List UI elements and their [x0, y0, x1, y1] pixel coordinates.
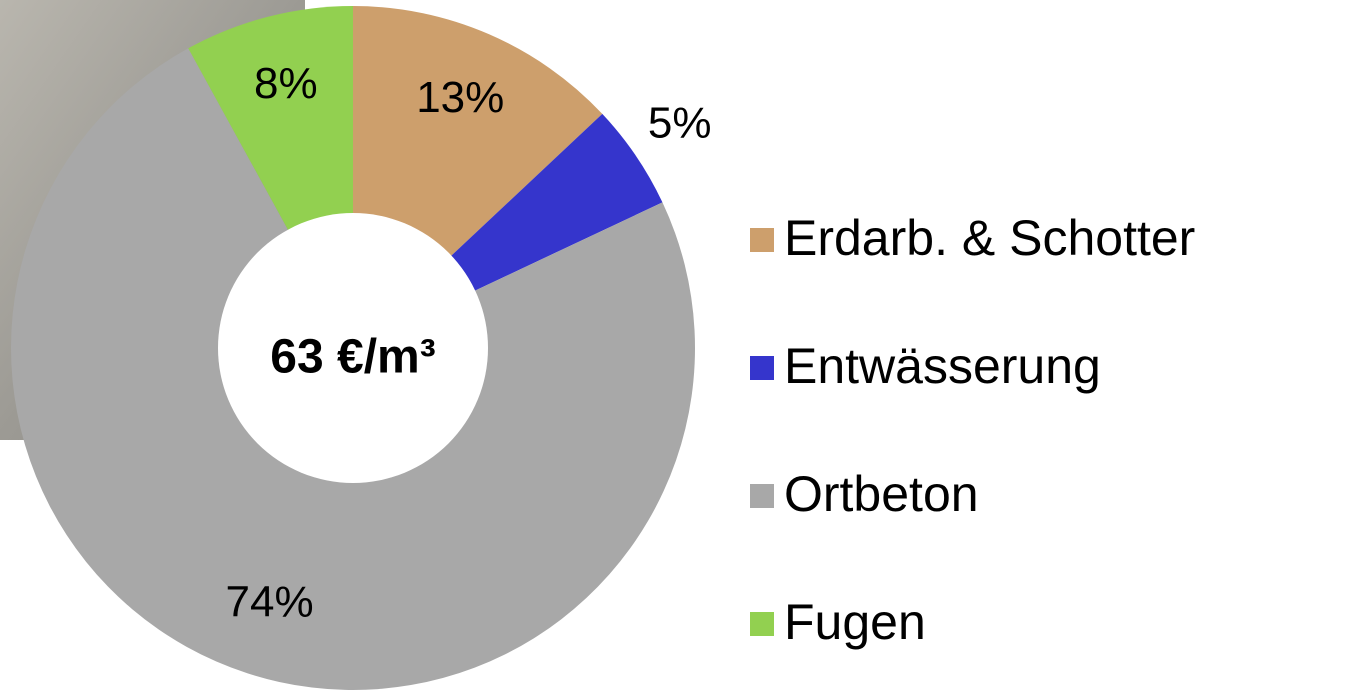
value-label: 5% — [648, 99, 712, 148]
legend-label: Ortbeton — [784, 466, 979, 522]
value-label: 8% — [254, 59, 318, 108]
legend-swatch — [750, 484, 774, 508]
page: 63 €/m³ 13% 5% 74% 8% Erdarb. & Schotter Entw… — [0, 0, 1347, 695]
value-label: 74% — [226, 577, 314, 626]
center-label: 63 €/m³ — [270, 331, 435, 384]
legend-swatch — [750, 612, 774, 636]
legend-label: Entwässerung — [784, 338, 1101, 394]
legend-swatch — [750, 228, 774, 252]
legend-swatch — [750, 356, 774, 380]
chart: 63 €/m³ 13% 5% 74% 8% Erdarb. & Schotter Entw… — [0, 0, 1347, 690]
legend-label: Erdarb. & Schotter — [784, 210, 1195, 266]
value-label: 13% — [416, 73, 504, 122]
legend-label: Fugen — [784, 594, 926, 650]
